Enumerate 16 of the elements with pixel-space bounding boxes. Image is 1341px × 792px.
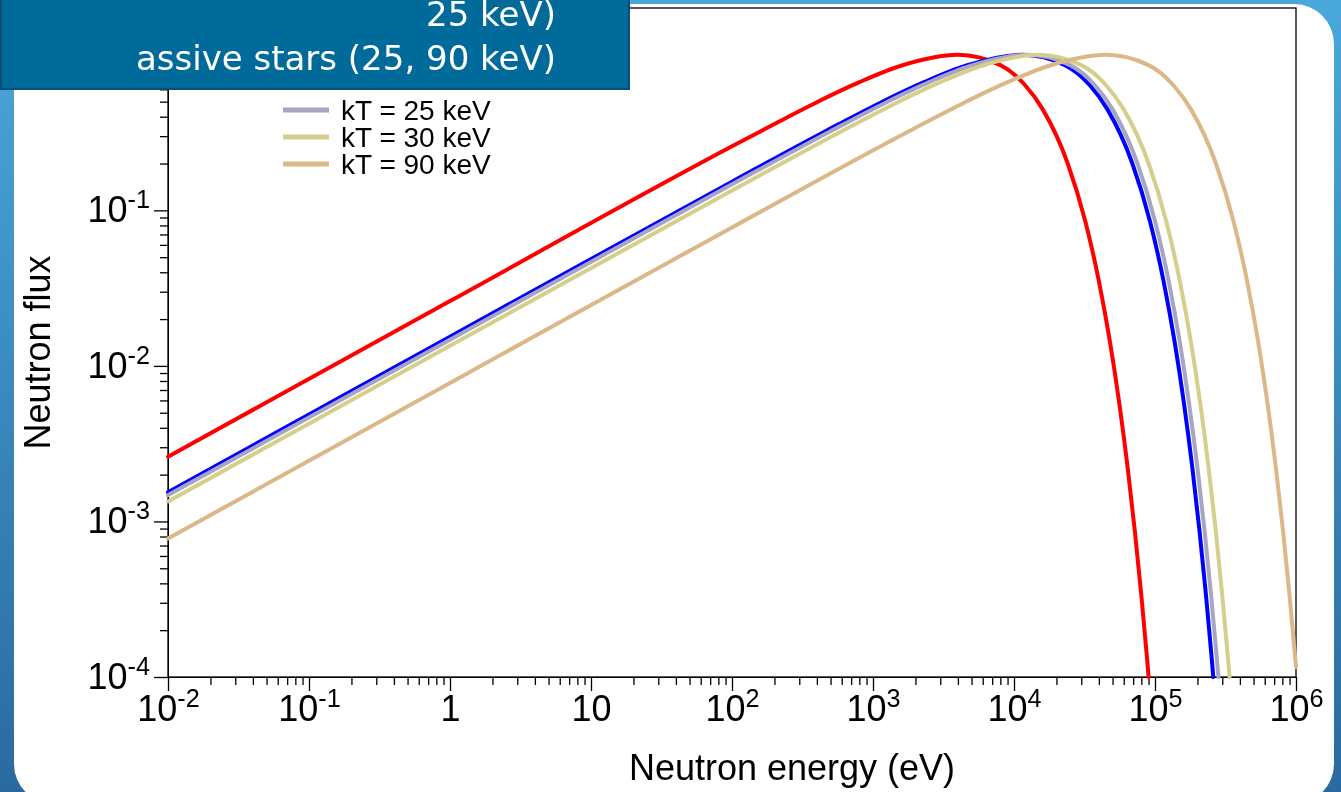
x-tick-label: 10 <box>571 687 612 729</box>
annotation: 25 keV) <box>425 0 556 36</box>
text-box: 25 keV) assive stars (25, 90 keV) <box>0 0 630 90</box>
x-tick-label: 10$^{6}$ <box>1269 683 1324 729</box>
x-axis-title: Neutron energy (eV) <box>628 747 956 788</box>
x-tick-label: 10$^{-1}$ <box>278 683 341 729</box>
x-tick-label: 10$^{5}$ <box>1128 683 1183 729</box>
x-tick-label: 10$^{3}$ <box>846 683 901 729</box>
x-tick-label: 10$^{2}$ <box>705 683 760 729</box>
y-tick-label: 10$^{-1}$ <box>87 185 150 231</box>
x-tick-label: 10$^{4}$ <box>987 683 1042 729</box>
y-tick-label: 10$^{-3}$ <box>87 496 150 542</box>
x-tick-label: 1 <box>440 687 461 729</box>
annotation: assive stars (25, 90 keV) <box>134 37 556 80</box>
y-tick-label: 10$^{-2}$ <box>87 340 150 386</box>
y-axis-title: Neutron flux <box>17 255 58 450</box>
